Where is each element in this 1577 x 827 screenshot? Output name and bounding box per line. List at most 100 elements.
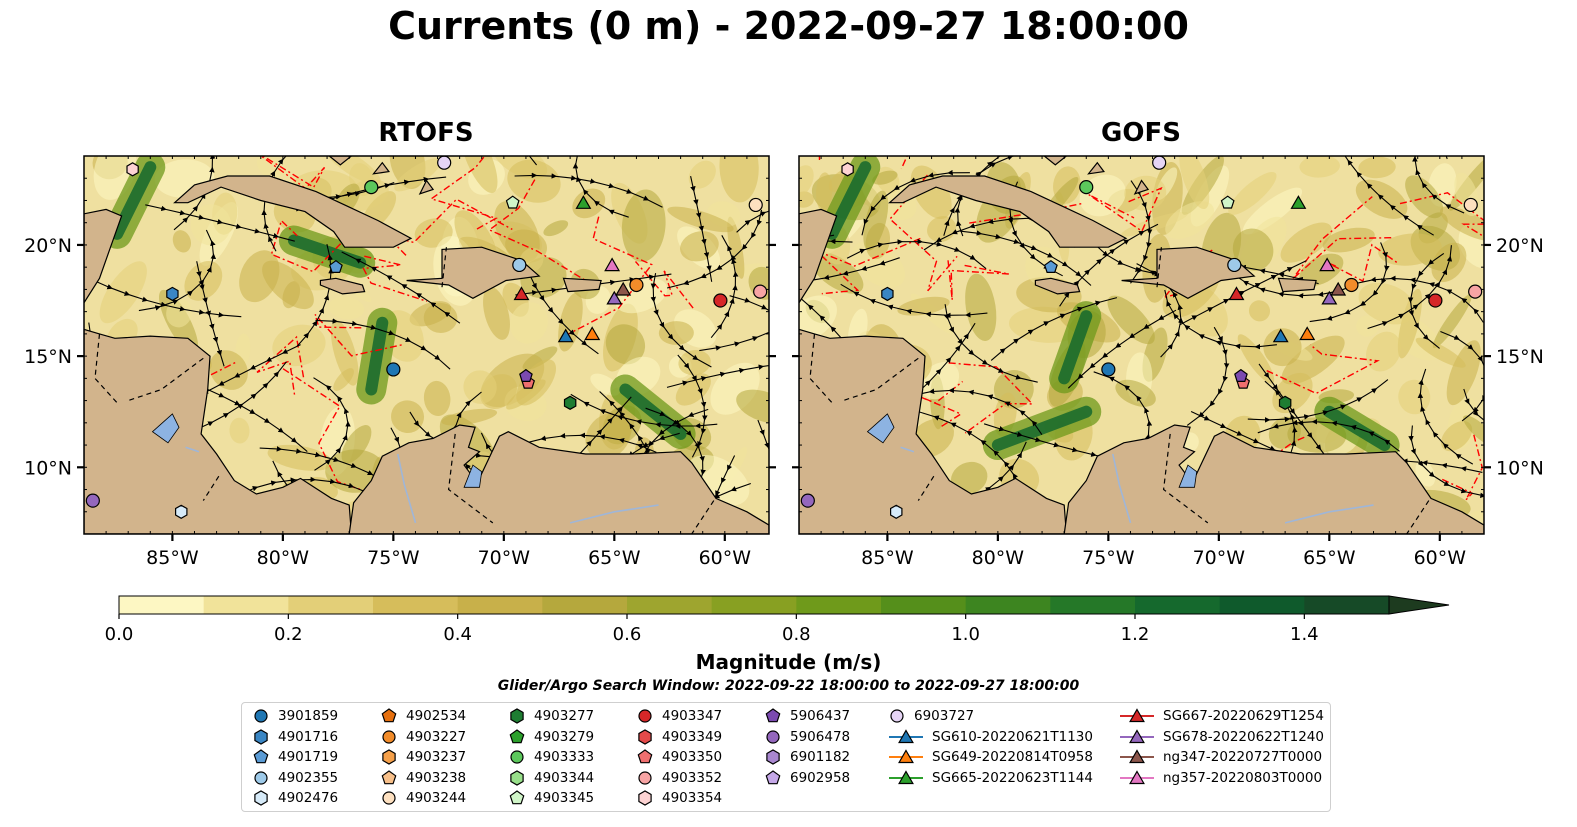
legend-item: 6902958 bbox=[764, 769, 850, 789]
legend-label: SG610-20220621T1130 bbox=[932, 728, 1093, 745]
legend-label: 4903352 bbox=[662, 769, 723, 786]
country-border bbox=[128, 357, 204, 402]
argo-float-marker bbox=[437, 155, 452, 170]
land-mass bbox=[888, 175, 1128, 248]
eez-boundary bbox=[560, 216, 653, 339]
colorbar-bin bbox=[965, 596, 1051, 614]
legend-label: 4903333 bbox=[534, 749, 595, 765]
glider-marker bbox=[1228, 286, 1245, 301]
lat-tick-label: 15°N bbox=[24, 346, 72, 368]
legend-label: 3901859 bbox=[278, 708, 339, 724]
colorbar-bin bbox=[1304, 596, 1390, 614]
lake bbox=[866, 413, 895, 444]
current-streamline bbox=[572, 156, 629, 218]
legend-item: 4903354 bbox=[636, 789, 722, 809]
circle-marker-icon bbox=[382, 791, 396, 805]
pentagon-marker-icon bbox=[381, 708, 397, 723]
legend-item: SG667-20220629T1254 bbox=[1119, 707, 1324, 727]
current-streamline bbox=[93, 279, 242, 318]
argo-float-marker bbox=[563, 395, 577, 410]
legend-label: 6902958 bbox=[790, 769, 851, 786]
legend-item: ng347-20220727T0000 bbox=[1119, 748, 1322, 768]
current-streamline bbox=[315, 318, 451, 370]
glider-marker bbox=[1321, 290, 1338, 305]
land-mass bbox=[418, 179, 435, 195]
lon-tick-label: 85°W bbox=[861, 547, 914, 569]
pentagon-marker-icon bbox=[381, 769, 397, 784]
lon-tick-label: 60°W bbox=[1414, 547, 1467, 569]
current-streamline bbox=[943, 304, 1038, 383]
lake bbox=[1178, 464, 1198, 488]
legend-label: SG649-20220814T0958 bbox=[932, 749, 1093, 765]
legend-item: 4902355 bbox=[252, 769, 338, 789]
argo-float-marker bbox=[328, 259, 343, 273]
figure-title: Currents (0 m) - 2022-09-27 18:00:00 bbox=[388, 4, 1189, 48]
current-streamline bbox=[650, 273, 712, 368]
legend-item: 4902534 bbox=[380, 707, 466, 727]
eez-boundary bbox=[889, 174, 958, 292]
lat-tick-label: 20°N bbox=[1496, 235, 1544, 257]
land-mass bbox=[1034, 277, 1081, 295]
land-mass bbox=[799, 208, 838, 304]
current-streamline bbox=[846, 238, 987, 270]
pentagon-marker-icon bbox=[765, 769, 781, 784]
legend-item: SG665-20220623T1144 bbox=[888, 769, 1093, 789]
legend-item: SG610-20220621T1130 bbox=[888, 728, 1093, 748]
river bbox=[569, 504, 659, 524]
country-border bbox=[441, 247, 447, 288]
country-border bbox=[843, 357, 919, 402]
current-streamline bbox=[296, 243, 334, 347]
legend-label: 4903347 bbox=[662, 708, 723, 724]
legend-item: SG678-20220622T1240 bbox=[1119, 728, 1324, 748]
country-border bbox=[1406, 500, 1430, 534]
argo-float-marker bbox=[629, 277, 644, 293]
glider-marker bbox=[584, 326, 601, 341]
colorbar-label: Magnitude (m/s) bbox=[695, 650, 882, 674]
land-mass bbox=[1133, 179, 1150, 195]
colorbar-bin bbox=[1219, 596, 1305, 614]
legend-item: 4903349 bbox=[636, 728, 722, 748]
panel-title-rtofs: RTOFS bbox=[378, 118, 474, 148]
argo-float-marker bbox=[1428, 293, 1443, 308]
argo-float-marker bbox=[1079, 180, 1094, 195]
colorbar-bin bbox=[203, 596, 289, 614]
colorbar: 0.0 0.2 0.4 0.6 0.8 1.0 1.2 1.4 bbox=[105, 595, 1450, 645]
panel-title-gofs: GOFS bbox=[1101, 118, 1181, 148]
legend-label: 4902355 bbox=[278, 769, 339, 786]
legend-item: 4903227 bbox=[380, 728, 466, 748]
colorbar-bin bbox=[288, 596, 374, 614]
river bbox=[1284, 504, 1374, 524]
rtofs-map: 85°W 80°W 75°W 70°W 65°W 60°W 20°N 15°N 10°N bbox=[24, 155, 776, 569]
lat-tick-label: 10°N bbox=[1496, 457, 1544, 479]
current-streamline bbox=[757, 419, 769, 514]
country-border bbox=[202, 475, 220, 501]
country-border bbox=[94, 333, 118, 404]
land-mass bbox=[84, 328, 353, 534]
current-streamline bbox=[917, 410, 1022, 489]
land-mass bbox=[84, 208, 123, 304]
land-mass bbox=[1277, 277, 1317, 293]
legend-label: 4903227 bbox=[406, 728, 467, 745]
lon-tick-label: 70°W bbox=[478, 547, 531, 569]
legend-item: 4901716 bbox=[252, 728, 338, 748]
legend-item: 6901182 bbox=[764, 748, 850, 768]
glider-marker bbox=[604, 257, 621, 272]
land-mass bbox=[348, 424, 769, 534]
legend-label: 5906478 bbox=[790, 728, 851, 745]
current-streamline bbox=[710, 235, 739, 339]
lat-tick-label: 20°N bbox=[24, 235, 72, 257]
hexagon-marker-icon bbox=[638, 790, 652, 806]
search-window-text: Glider/Argo Search Window: 2022-09-22 18… bbox=[497, 678, 1080, 694]
colorbar-bin bbox=[542, 596, 628, 614]
legend-label: 4903277 bbox=[534, 708, 595, 724]
argo-float-marker bbox=[126, 162, 139, 177]
legend-item: 3901859 bbox=[252, 707, 338, 727]
current-streamline bbox=[1445, 156, 1448, 160]
triangle-line-marker-icon bbox=[1120, 769, 1154, 784]
current-streamline bbox=[1257, 418, 1400, 452]
colorbar-extend-arrow bbox=[1388, 595, 1450, 615]
colorbar-bin bbox=[881, 596, 967, 614]
land-mass bbox=[1087, 161, 1105, 175]
colorbar-bin bbox=[373, 596, 459, 614]
